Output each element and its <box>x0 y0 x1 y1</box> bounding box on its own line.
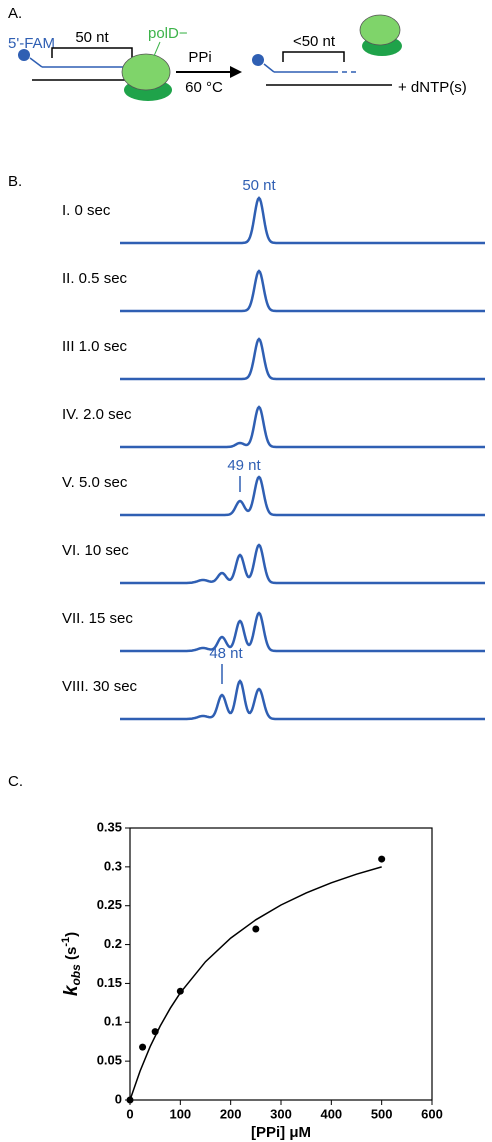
y-label-part: ) <box>63 932 80 937</box>
linker <box>263 63 275 73</box>
fam-dot <box>18 49 30 61</box>
temperature: 60 °C <box>185 79 223 96</box>
y-tick-label: 0.3 <box>104 858 122 873</box>
reagent: PPi <box>188 49 211 66</box>
data-point <box>176 987 184 995</box>
panel-label: A. <box>8 5 22 22</box>
x-tick-label: 300 <box>270 1106 292 1121</box>
chart: 0 0.05 0.1 0.15 0.2 0.25 0.3 0.35 0 100 200 300 400 5… <box>60 819 443 1141</box>
peak-label: 48 nt <box>209 645 243 662</box>
arrow-head <box>230 66 242 78</box>
peak-label: 49 nt <box>227 457 261 474</box>
row-label: II. 0.5 sec <box>62 270 128 287</box>
x-tick-label: 100 <box>169 1106 191 1121</box>
x-tick-label: 200 <box>220 1106 242 1121</box>
length-label: <50 nt <box>293 33 336 50</box>
y-label-part: obs <box>69 964 83 986</box>
row-label: IV. 2.0 sec <box>62 406 132 423</box>
data-point <box>151 1028 159 1036</box>
bracket <box>51 47 133 58</box>
y-tick-label: 0.1 <box>104 1014 122 1029</box>
enzyme-upper <box>359 14 401 46</box>
y-label-part: -1 <box>60 937 72 947</box>
y-tick-label: 0.25 <box>97 897 122 912</box>
row-label: III 1.0 sec <box>62 338 128 355</box>
bracket <box>282 51 345 62</box>
x-tick-label: 0 <box>126 1106 133 1121</box>
data-point <box>252 925 260 933</box>
y-tick-label: 0.05 <box>97 1053 122 1068</box>
data-point <box>139 1043 147 1051</box>
row-label: I. 0 sec <box>62 202 111 219</box>
y-axis-label: kobs (s-1) <box>60 932 83 996</box>
product: + dNTP(s) <box>398 79 467 96</box>
enzyme-upper <box>121 53 171 91</box>
traces: I. 0 sec II. 0.5 sec III 1.0 sec IV. 2.0 se… <box>62 196 485 721</box>
data-point <box>378 855 386 863</box>
x-axis-label: [PPi] μM <box>251 1124 311 1141</box>
data-point <box>126 1096 134 1104</box>
trace <box>120 611 485 653</box>
trace <box>120 679 485 721</box>
trace <box>120 475 485 517</box>
y-tick-label: 0.2 <box>104 936 122 951</box>
trace <box>120 337 485 381</box>
length-label: 50 nt <box>75 29 109 46</box>
fam-dot <box>252 54 264 66</box>
y-tick-label: 0 <box>115 1091 122 1106</box>
y-label-part: k <box>61 984 82 996</box>
y-label-part: (s <box>63 947 80 965</box>
trace <box>120 405 485 449</box>
row-label: VI. 10 sec <box>62 542 129 559</box>
trace <box>120 196 485 245</box>
y-tick-label: 0.15 <box>97 975 122 990</box>
x-tick-label: 400 <box>320 1106 342 1121</box>
x-tick-label: 600 <box>421 1106 443 1121</box>
fam-label: 5'-FAM <box>8 35 55 52</box>
panel-label: B. <box>8 173 22 190</box>
linker <box>29 57 43 68</box>
panel-label: C. <box>8 773 23 790</box>
x-tick-label: 500 <box>371 1106 393 1121</box>
enzyme-pointer <box>153 41 161 57</box>
row-label: VIII. 30 sec <box>62 678 138 695</box>
trace <box>120 543 485 585</box>
enzyme-label: polD− <box>148 25 188 42</box>
row-label: VII. 15 sec <box>62 610 133 627</box>
row-label: V. 5.0 sec <box>62 474 128 491</box>
trace <box>120 269 485 313</box>
plot-frame <box>129 827 433 1101</box>
y-tick-label: 0.35 <box>97 819 122 834</box>
fit-curve <box>129 866 382 1101</box>
peak-label: 50 nt <box>242 177 276 194</box>
